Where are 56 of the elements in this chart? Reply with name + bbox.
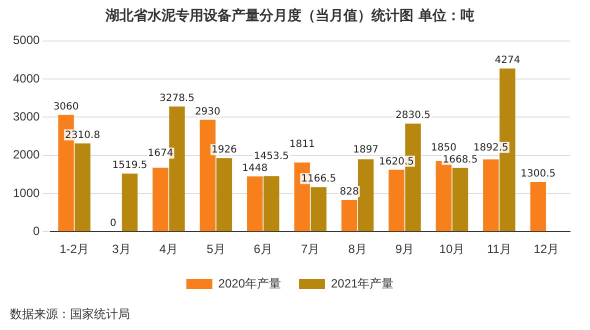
bar bbox=[264, 176, 280, 232]
y-tick-label: 3000 bbox=[12, 109, 40, 124]
y-tick-label: 1000 bbox=[12, 186, 40, 200]
x-tick-label: 3月 bbox=[112, 242, 131, 256]
x-tick-label: 8月 bbox=[348, 242, 367, 256]
bar bbox=[247, 176, 263, 232]
y-tick-label: 0 bbox=[33, 224, 40, 238]
data-label: 1926 bbox=[211, 144, 237, 156]
x-tick-label: 1-2月 bbox=[60, 242, 89, 256]
data-label: 1519.5 bbox=[112, 160, 148, 172]
data-label: 2830.5 bbox=[396, 110, 431, 122]
data-label: 1674 bbox=[148, 148, 174, 160]
data-label: 1453.5 bbox=[254, 150, 289, 162]
data-label: 1166.5 bbox=[301, 174, 336, 185]
data-label: 1448 bbox=[242, 162, 268, 174]
bar bbox=[483, 159, 499, 232]
x-tick-label: 10月 bbox=[439, 242, 465, 256]
data-label: 2930 bbox=[194, 106, 220, 118]
data-label: 2310.8 bbox=[65, 130, 100, 142]
x-tick-label: 11月 bbox=[486, 242, 512, 256]
data-label: 1300.5 bbox=[520, 168, 556, 180]
data-label: 1892.5 bbox=[473, 142, 508, 154]
x-tick-label: 6月 bbox=[254, 242, 272, 256]
data-label: 828 bbox=[340, 186, 359, 198]
legend-label: 2021年产量 bbox=[331, 276, 394, 290]
bar bbox=[152, 168, 168, 232]
data-label: 3060 bbox=[53, 101, 79, 112]
y-tick-label: 4000 bbox=[12, 71, 40, 86]
data-label: 1897 bbox=[353, 144, 379, 156]
bar bbox=[530, 182, 546, 232]
chart-title: 湖北省水泥专用设备产量分月度（当月值）统计图 单位：吨 bbox=[104, 7, 474, 24]
data-label: 1668.5 bbox=[442, 154, 478, 166]
x-tick-label: 7月 bbox=[301, 242, 320, 256]
legend-label: 2020年产量 bbox=[218, 276, 282, 290]
bar bbox=[310, 187, 326, 232]
bar bbox=[122, 174, 138, 232]
data-label: 0 bbox=[110, 218, 116, 230]
bar bbox=[388, 170, 404, 232]
bar bbox=[216, 158, 232, 232]
bar bbox=[341, 200, 358, 232]
x-tick-label: 4月 bbox=[159, 242, 178, 256]
data-label: 1811 bbox=[289, 138, 315, 150]
x-tick-label: 12月 bbox=[534, 242, 560, 256]
x-tick-label: 5月 bbox=[206, 242, 226, 256]
bar bbox=[74, 143, 90, 232]
y-tick-label: 2000 bbox=[12, 148, 40, 162]
bar bbox=[436, 161, 452, 232]
data-label: 1850 bbox=[430, 142, 456, 154]
data-label: 1620.5 bbox=[379, 156, 414, 168]
y-tick-label: 5000 bbox=[12, 33, 40, 48]
data-label: 4274 bbox=[494, 55, 520, 66]
data-label: 3278.5 bbox=[159, 93, 194, 104]
bar bbox=[452, 168, 468, 232]
x-tick-label: 9月 bbox=[395, 242, 414, 256]
bar bbox=[358, 159, 374, 232]
source-note: 数据来源：国家统计局 bbox=[10, 306, 130, 323]
